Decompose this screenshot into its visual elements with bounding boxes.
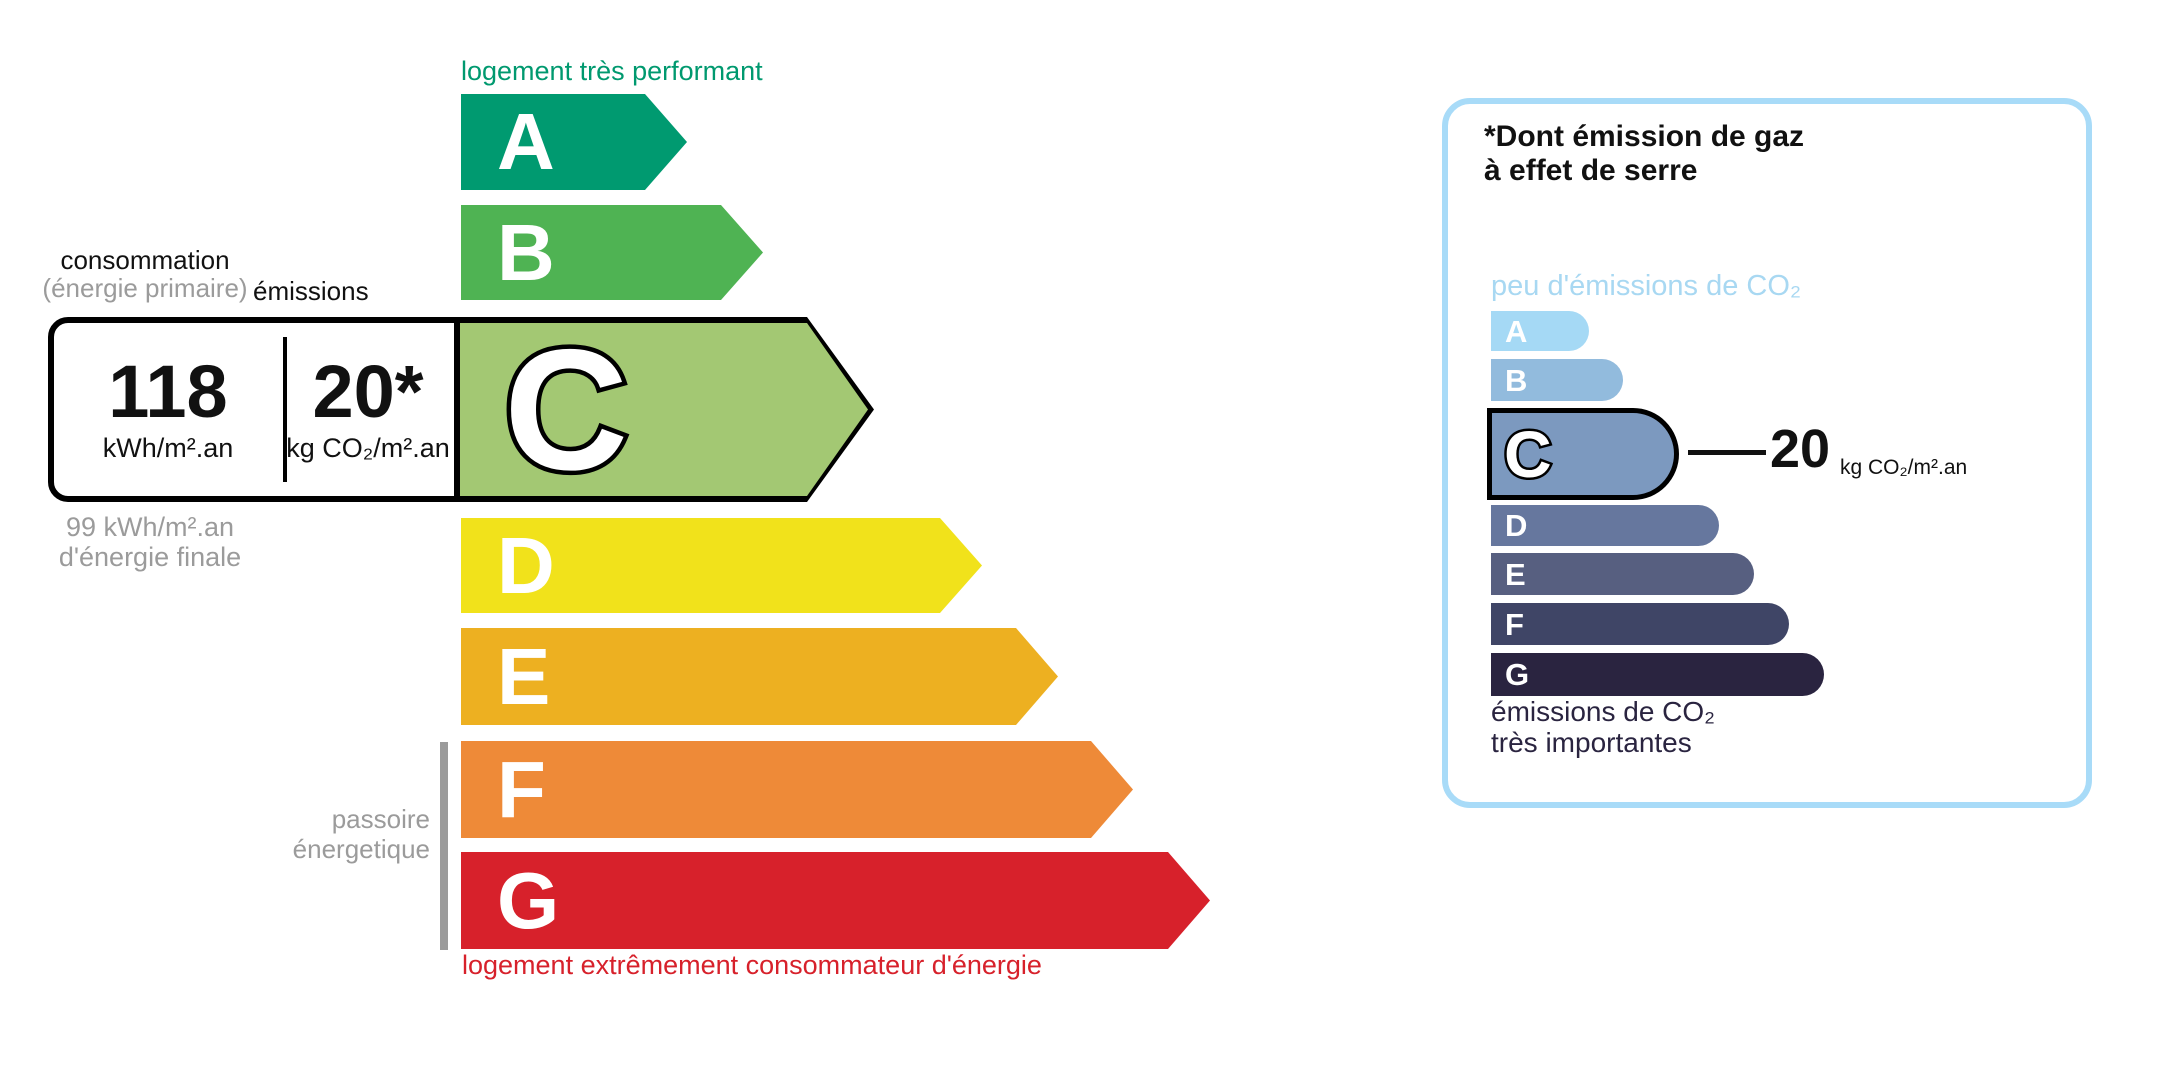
energy-class-letter-b: B (497, 207, 555, 297)
co2-class-bar-f: F (1491, 603, 1789, 645)
consumption-header-line2: (énergie primaire) (42, 273, 248, 303)
value-box-divider (283, 337, 287, 482)
energy-class-letter-c: C (499, 313, 632, 506)
co2-high-emissions-line2: très importantes (1491, 727, 1692, 758)
co2-high-emissions-label: émissions de CO₂ très importantes (1491, 696, 1715, 758)
co2-class-letter-f: F (1505, 606, 1524, 642)
co2-class-letter-e: E (1505, 556, 1526, 592)
final-energy-line1: 99 kWh/m².an (65, 512, 235, 542)
co2-class-bar-d: D (1491, 505, 1719, 546)
energy-class-arrow-c: C (460, 323, 868, 496)
co2-value-connector-line (1688, 450, 1766, 455)
top-performance-label: logement très performant (461, 56, 763, 86)
passoire-label-line1: passoire (331, 804, 430, 834)
co2-class-bar-b: B (1491, 359, 1623, 401)
co2-class-bar-g: G (1491, 653, 1824, 696)
co2-class-letter-b: B (1505, 362, 1528, 398)
consumption-value-box: 118 kWh/m².an 20* kg CO₂/m².an (48, 317, 460, 502)
co2-class-bar-a: A (1491, 311, 1589, 351)
passoire-label: passoire énergetique (200, 804, 430, 864)
consumption-header-line1: consommation (60, 245, 230, 275)
energy-class-letter-e: E (497, 631, 551, 721)
co2-class-letter-a: A (1505, 313, 1528, 349)
co2-class-letter-c: C (1502, 417, 1555, 491)
co2-class-bar-e: E (1491, 553, 1754, 595)
final-energy-line2: d'énergie finale (58, 542, 242, 572)
energy-class-arrow-e: E (461, 628, 1058, 725)
energy-value: 118 (108, 350, 228, 433)
co2-panel-title: *Dont émission de gaz à effet de serre (1484, 120, 1804, 188)
energy-class-arrow-d: D (461, 518, 982, 613)
co2-value: 20* (312, 350, 424, 433)
co2-class-letter-d: D (1505, 508, 1528, 543)
energy-value-cell: 118 kWh/m².an (54, 323, 282, 496)
co2-class-bar-c: C (1487, 408, 1679, 500)
emissions-header: émissions (253, 276, 369, 306)
energy-unit: kWh/m².an (102, 433, 234, 463)
passoire-bracket-bar (440, 742, 448, 950)
co2-highlight-value: 20 (1770, 419, 1831, 479)
energy-class-arrow-b: B (461, 205, 763, 300)
consumption-header: consommation (énergie primaire) (20, 246, 270, 302)
passoire-label-line2: énergetique (292, 834, 430, 864)
co2-panel-title-line1: *Dont émission de gaz (1484, 120, 1805, 153)
co2-low-emissions-label: peu d'émissions de CO₂ (1491, 270, 1802, 302)
energy-class-arrow-c-outline: C (454, 317, 874, 502)
co2-unit: kg CO₂/m².an (286, 433, 450, 463)
energy-class-letter-g: G (497, 855, 560, 945)
final-energy-note: 99 kWh/m².an d'énergie finale (30, 512, 270, 572)
co2-value-cell: 20* kg CO₂/m².an (282, 323, 454, 496)
co2-panel-title-line2: à effet de serre (1484, 154, 1698, 187)
co2-highlight-unit: kg CO₂/m².an (1840, 456, 1968, 479)
co2-high-emissions-line1: émissions de CO₂ (1491, 696, 1716, 727)
energy-class-letter-f: F (497, 744, 546, 834)
co2-class-letter-g: G (1505, 657, 1530, 692)
energy-class-letter-d: D (497, 520, 555, 610)
energy-class-arrow-g: G (461, 852, 1210, 949)
energy-class-arrow-f: F (461, 741, 1133, 838)
co2-emissions-panel: *Dont émission de gaz à effet de serre p… (1442, 98, 2092, 808)
bottom-consumption-label: logement extrêmement consommateur d'éner… (462, 950, 1042, 980)
energy-class-letter-a: A (497, 97, 555, 186)
energy-class-arrow-a: A (461, 94, 687, 190)
